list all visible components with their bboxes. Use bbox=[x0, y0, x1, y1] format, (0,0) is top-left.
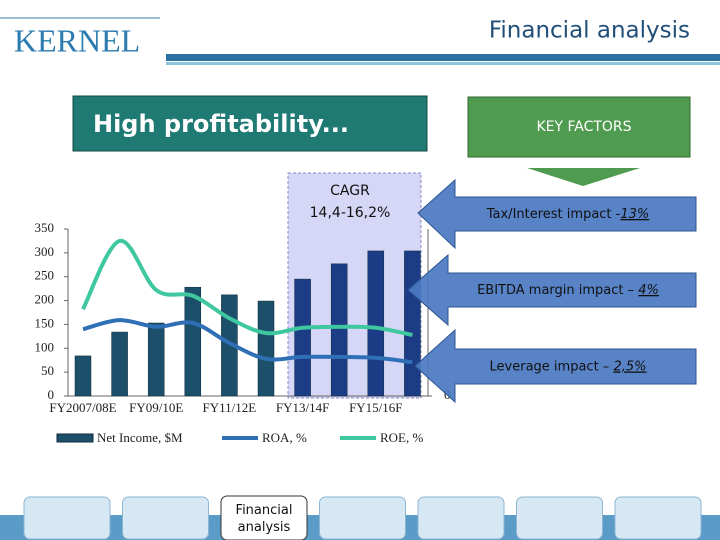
factor-figure: 13% bbox=[620, 207, 649, 222]
nav-tab[interactable] bbox=[220, 495, 308, 540]
legend-label: Net Income, $M bbox=[97, 430, 183, 445]
nav-tab[interactable] bbox=[417, 496, 505, 540]
y-tick-label: 50 bbox=[41, 363, 54, 378]
y-tick-label: 150 bbox=[35, 315, 55, 330]
factor-label: Tax/Interest impact - bbox=[486, 207, 621, 222]
nav-tab[interactable] bbox=[319, 496, 406, 540]
x-tick-label: FY15/16F bbox=[349, 400, 402, 415]
bar bbox=[294, 278, 311, 397]
factor-arrow bbox=[407, 253, 697, 327]
x-tick-label: FY2007/08E bbox=[49, 400, 116, 415]
y-tick-label: 250 bbox=[35, 268, 55, 283]
annotation: 14,4-16,2% bbox=[310, 205, 391, 221]
y-tick-label: 200 bbox=[35, 292, 55, 307]
nav-label: Financial bbox=[236, 503, 293, 518]
y-tick-label: 0 bbox=[48, 387, 55, 402]
line bbox=[81, 238, 413, 337]
bar bbox=[367, 250, 385, 397]
key-factors-box bbox=[467, 96, 691, 158]
x-tick-label: FY09/10E bbox=[129, 400, 183, 415]
bar bbox=[74, 355, 92, 397]
factor-arrow bbox=[417, 178, 697, 250]
title-box bbox=[72, 95, 428, 152]
nav-label-part: Financial bbox=[236, 503, 293, 518]
factor-figure: 2,5% bbox=[613, 359, 646, 374]
x-tick-label: FY13/14F bbox=[276, 400, 329, 415]
factor-arrow bbox=[414, 328, 697, 404]
section-title: Financial analysis bbox=[489, 18, 690, 44]
factor-label: Leverage impact – bbox=[490, 359, 614, 374]
nav-tab[interactable] bbox=[516, 496, 603, 540]
nav-label-part: analysis bbox=[238, 520, 291, 535]
legend-swatch bbox=[56, 433, 94, 443]
header-bar bbox=[166, 62, 720, 65]
y-tick-label: 100 bbox=[35, 339, 55, 354]
x-tick-label: FY11/12E bbox=[203, 400, 257, 415]
legend-label: ROE, % bbox=[380, 430, 424, 445]
callouts: Tax/Interest impact -13% EBITDA margin im… bbox=[407, 178, 697, 404]
y-tick-label: 350 bbox=[35, 220, 55, 235]
bar bbox=[330, 263, 348, 397]
legend-label: ROA, % bbox=[262, 430, 307, 445]
nav-tab[interactable] bbox=[23, 496, 111, 540]
logo: KERNEL bbox=[14, 22, 140, 58]
slide-title: High profitability... bbox=[93, 110, 349, 138]
plot: 0501001502002503003500FY2007/08EFY09/10E… bbox=[35, 220, 451, 445]
factor-text: Tax/Interest impact -13% bbox=[486, 207, 650, 222]
nav: Financial analysis bbox=[23, 495, 702, 540]
bar bbox=[147, 322, 165, 397]
nav-label: analysis bbox=[238, 520, 291, 535]
factor-figure: 4% bbox=[638, 283, 659, 298]
bar bbox=[257, 300, 275, 397]
down-arrow bbox=[527, 168, 640, 186]
bar bbox=[184, 286, 202, 397]
nav-tab[interactable] bbox=[122, 496, 209, 540]
factor-label: EBITDA margin impact – bbox=[477, 283, 638, 298]
factor-text: EBITDA margin impact – 4% bbox=[477, 283, 659, 298]
header-bar bbox=[166, 54, 720, 61]
bar bbox=[404, 250, 421, 397]
key-factors-title: KEY FACTORS bbox=[536, 119, 631, 135]
y-tick-label: 300 bbox=[35, 244, 55, 259]
annotation: CAGR bbox=[330, 183, 370, 199]
factor-text: Leverage impact – 2,5% bbox=[490, 359, 647, 374]
bar bbox=[111, 331, 128, 397]
line bbox=[82, 318, 413, 365]
nav-tab[interactable] bbox=[614, 496, 702, 540]
